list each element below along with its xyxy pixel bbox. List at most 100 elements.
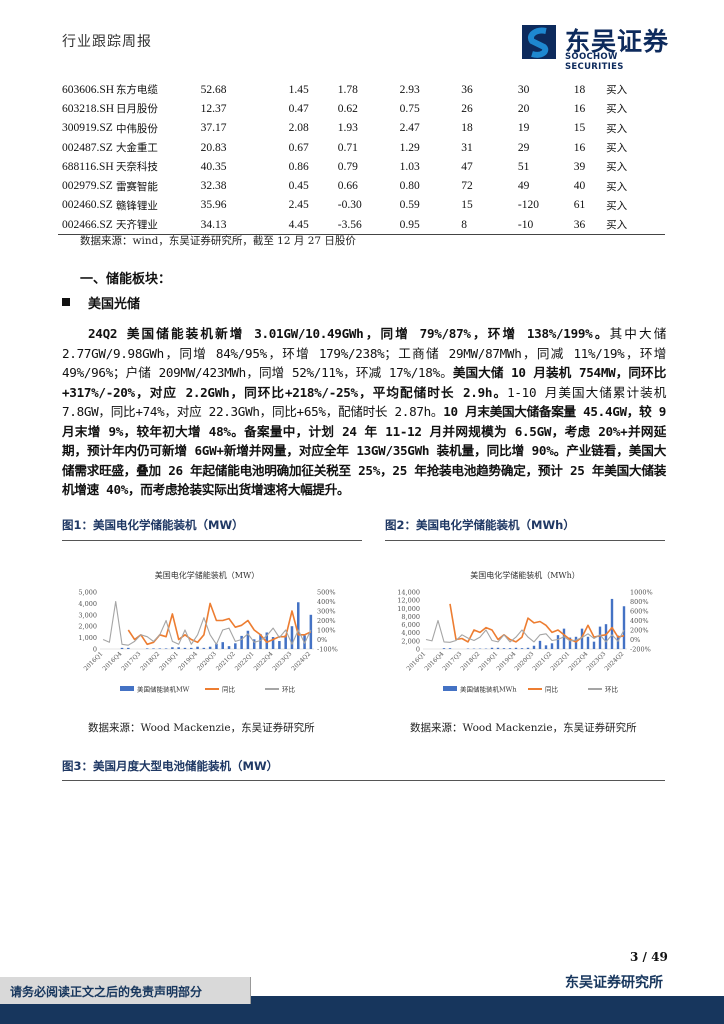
- bar: [278, 641, 281, 649]
- bar: [598, 626, 602, 649]
- table-cell: -0.30: [337, 199, 362, 212]
- y-right-tick: 0%: [317, 636, 327, 644]
- logo-cn: 东吴证券: [565, 27, 670, 56]
- table-cell: 1.78: [337, 83, 358, 96]
- table-cell: 0.95: [399, 218, 420, 231]
- y-left-tick: 0: [93, 646, 97, 654]
- section-title: 一、储能板块：: [80, 272, 172, 287]
- bar: [538, 640, 542, 649]
- table-row: 603218.SH 日月股份 12.37 0.47 0.62 0.75 26 20 16 买入: [58, 99, 665, 118]
- table-cell: 16: [573, 102, 586, 115]
- table-row: 002979.SZ 雷赛智能 32.38 0.45 0.66 0.80 72 49 40 买入: [58, 176, 665, 195]
- legend-label: 美国储能装机MWh: [460, 685, 517, 694]
- bar: [158, 648, 162, 649]
- bar: [227, 646, 231, 649]
- table-row: 002487.SZ 大金重工 20.83 0.67 0.71 1.29 31 29 16 买入: [58, 138, 665, 157]
- table-cell: 34.13: [200, 218, 227, 231]
- y-right-tick: 200%: [317, 617, 336, 625]
- bar: [271, 637, 275, 649]
- legend-label: 同比: [545, 685, 559, 694]
- table-cell: 4.45: [288, 218, 309, 231]
- y-left-tick: 6,000: [401, 621, 420, 629]
- table-cell: 买入: [606, 122, 628, 135]
- bar: [622, 606, 626, 649]
- figure-2-chart: 美国电化学储能装机（MWh） 02,0004,0006,0008,00010,00…: [385, 552, 675, 702]
- table-cell: 雷赛智能: [115, 180, 158, 193]
- legend-swatch: [120, 686, 134, 691]
- y-left-tick: 2,000: [78, 623, 97, 631]
- legend-label: 环比: [282, 685, 296, 694]
- table-cell: 大金重工: [115, 142, 158, 155]
- legend-label: 同比: [222, 685, 236, 694]
- y-left-tick: 4,000: [401, 629, 420, 637]
- table-cell: 72: [461, 180, 473, 193]
- page-number: 3 / 49: [630, 950, 668, 964]
- table-cell: 688116.SH: [62, 160, 114, 173]
- table-row: 002460.SZ 赣锋锂业 35.96 2.45 -0.30 0.59 15 -120 61 买…: [58, 196, 665, 215]
- y-left-tick: 10,000: [397, 605, 420, 613]
- table-cell: 0.79: [337, 160, 358, 173]
- table-cell: 买入: [606, 180, 628, 193]
- chart-title: 美国电化学储能装机（MW）: [155, 570, 259, 580]
- table-cell: 603606.SH: [62, 83, 115, 96]
- line-qoq: [102, 600, 312, 646]
- bar: [202, 647, 206, 649]
- bar: [297, 602, 300, 649]
- bar: [592, 641, 596, 649]
- table-cell: 300919.SZ: [62, 122, 113, 135]
- table-row: 688116.SH 天奈科技 40.35 0.86 0.79 1.03 47 51 39 买入: [58, 157, 665, 176]
- table-cell: -3.56: [337, 218, 362, 231]
- table-cell: 36: [461, 83, 473, 96]
- y-right-tick: 300%: [317, 608, 336, 616]
- figure-2-caption: 图2：美国电化学储能装机（MWh）: [385, 518, 575, 532]
- table-cell: 东方电缆: [115, 84, 158, 97]
- legend-swatch: [443, 686, 457, 691]
- table-cell: 0.45: [288, 180, 309, 193]
- table-cell: 18: [461, 122, 473, 135]
- y-right-tick: 400%: [317, 598, 336, 606]
- x-tick: 2024Q2: [290, 650, 312, 672]
- table-cell: 2.45: [288, 199, 309, 212]
- bar: [550, 643, 554, 649]
- bar: [145, 648, 149, 649]
- bar: [448, 648, 452, 649]
- y-right-tick: 400%: [630, 617, 649, 625]
- x-tick: 2016Q1: [83, 650, 105, 672]
- x-tick: 2024Q2: [603, 650, 625, 672]
- figure-1-source: 数据来源：Wood Mackenzie，东吴证券研究所: [88, 722, 315, 734]
- divider: [385, 540, 665, 541]
- table-cell: 603218.SH: [62, 102, 115, 115]
- para-seg: 24Q2 美国储能装机新增 3.01GW/10.49GWh，同增 79%/87%…: [88, 326, 610, 341]
- table-cell: 47: [461, 160, 473, 173]
- table-cell: 35.96: [200, 199, 227, 212]
- bar: [290, 626, 294, 649]
- footer-org: 东吴证券研究所: [565, 975, 663, 991]
- bar: [171, 647, 174, 649]
- table-source: 数据来源：wind，东吴证券研究所，截至 12 月 27 日股价: [80, 235, 356, 247]
- table-cell: 002487.SZ: [62, 141, 113, 154]
- table-cell: 31: [461, 141, 473, 154]
- bar: [502, 648, 506, 649]
- legend-label: 美国储能装机MW: [137, 685, 190, 694]
- bar: [442, 648, 446, 649]
- para-seg: 美国大储 10 月装机 754MW，同环比+317%/-20%，对应 2.2GW…: [62, 365, 667, 400]
- table-cell: 51: [517, 160, 530, 173]
- bar: [252, 639, 256, 649]
- table-cell: 2.08: [288, 122, 309, 135]
- table-cell: 18: [573, 83, 586, 96]
- x-tick: 2021Q2: [215, 650, 237, 672]
- table-cell: 买入: [606, 142, 628, 155]
- bar: [586, 636, 590, 649]
- para-seg: 其中大储 2.77GW/9.98GWh，同增 84%/95%，环增 179%/2…: [62, 326, 666, 380]
- x-tick: 2017Q3: [120, 650, 142, 672]
- divider: [62, 780, 665, 781]
- y-left-tick: 14,000: [397, 589, 420, 597]
- figure-1-caption: 图1：美国电化学储能装机（MW）: [62, 518, 244, 532]
- table-cell: 40.35: [200, 160, 227, 173]
- table-cell: 19: [517, 122, 530, 135]
- bar: [234, 643, 237, 649]
- table-cell: 26: [461, 102, 473, 115]
- table-cell: 0.59: [399, 199, 420, 212]
- table-cell: 天奈科技: [115, 161, 158, 174]
- bar: [183, 647, 187, 649]
